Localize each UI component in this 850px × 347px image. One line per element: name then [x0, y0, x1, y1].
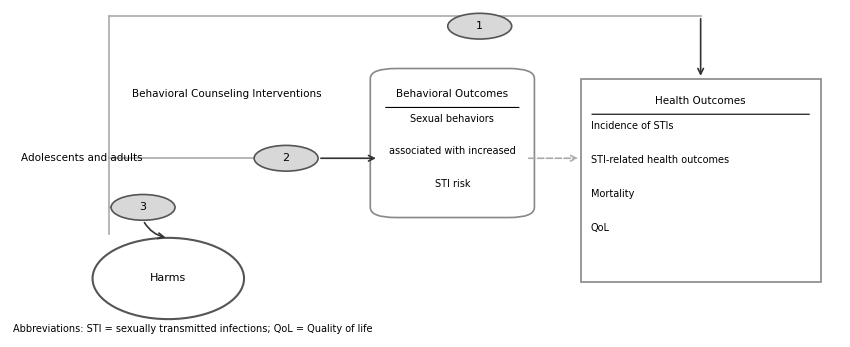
FancyBboxPatch shape [371, 68, 535, 218]
Text: Behavioral Outcomes: Behavioral Outcomes [396, 89, 508, 99]
Text: Adolescents and adults: Adolescents and adults [21, 153, 143, 163]
Circle shape [111, 195, 175, 220]
Text: 2: 2 [282, 153, 290, 163]
Text: Incidence of STIs: Incidence of STIs [591, 121, 673, 131]
FancyBboxPatch shape [581, 79, 820, 282]
Text: associated with increased: associated with increased [389, 146, 516, 156]
Text: STI risk: STI risk [434, 179, 470, 188]
Ellipse shape [93, 238, 244, 319]
Text: Sexual behaviors: Sexual behaviors [411, 114, 495, 124]
Text: Abbreviations: STI = sexually transmitted infections; QoL = Quality of life: Abbreviations: STI = sexually transmitte… [13, 324, 372, 335]
Text: Mortality: Mortality [591, 189, 634, 199]
Text: STI-related health outcomes: STI-related health outcomes [591, 155, 729, 165]
Text: Behavioral Counseling Interventions: Behavioral Counseling Interventions [133, 89, 322, 99]
Circle shape [448, 13, 512, 39]
Text: 1: 1 [476, 21, 483, 31]
Text: QoL: QoL [591, 223, 609, 232]
Text: Health Outcomes: Health Outcomes [655, 96, 746, 105]
Circle shape [254, 145, 318, 171]
Text: 3: 3 [139, 202, 146, 212]
Text: Harms: Harms [150, 273, 186, 283]
